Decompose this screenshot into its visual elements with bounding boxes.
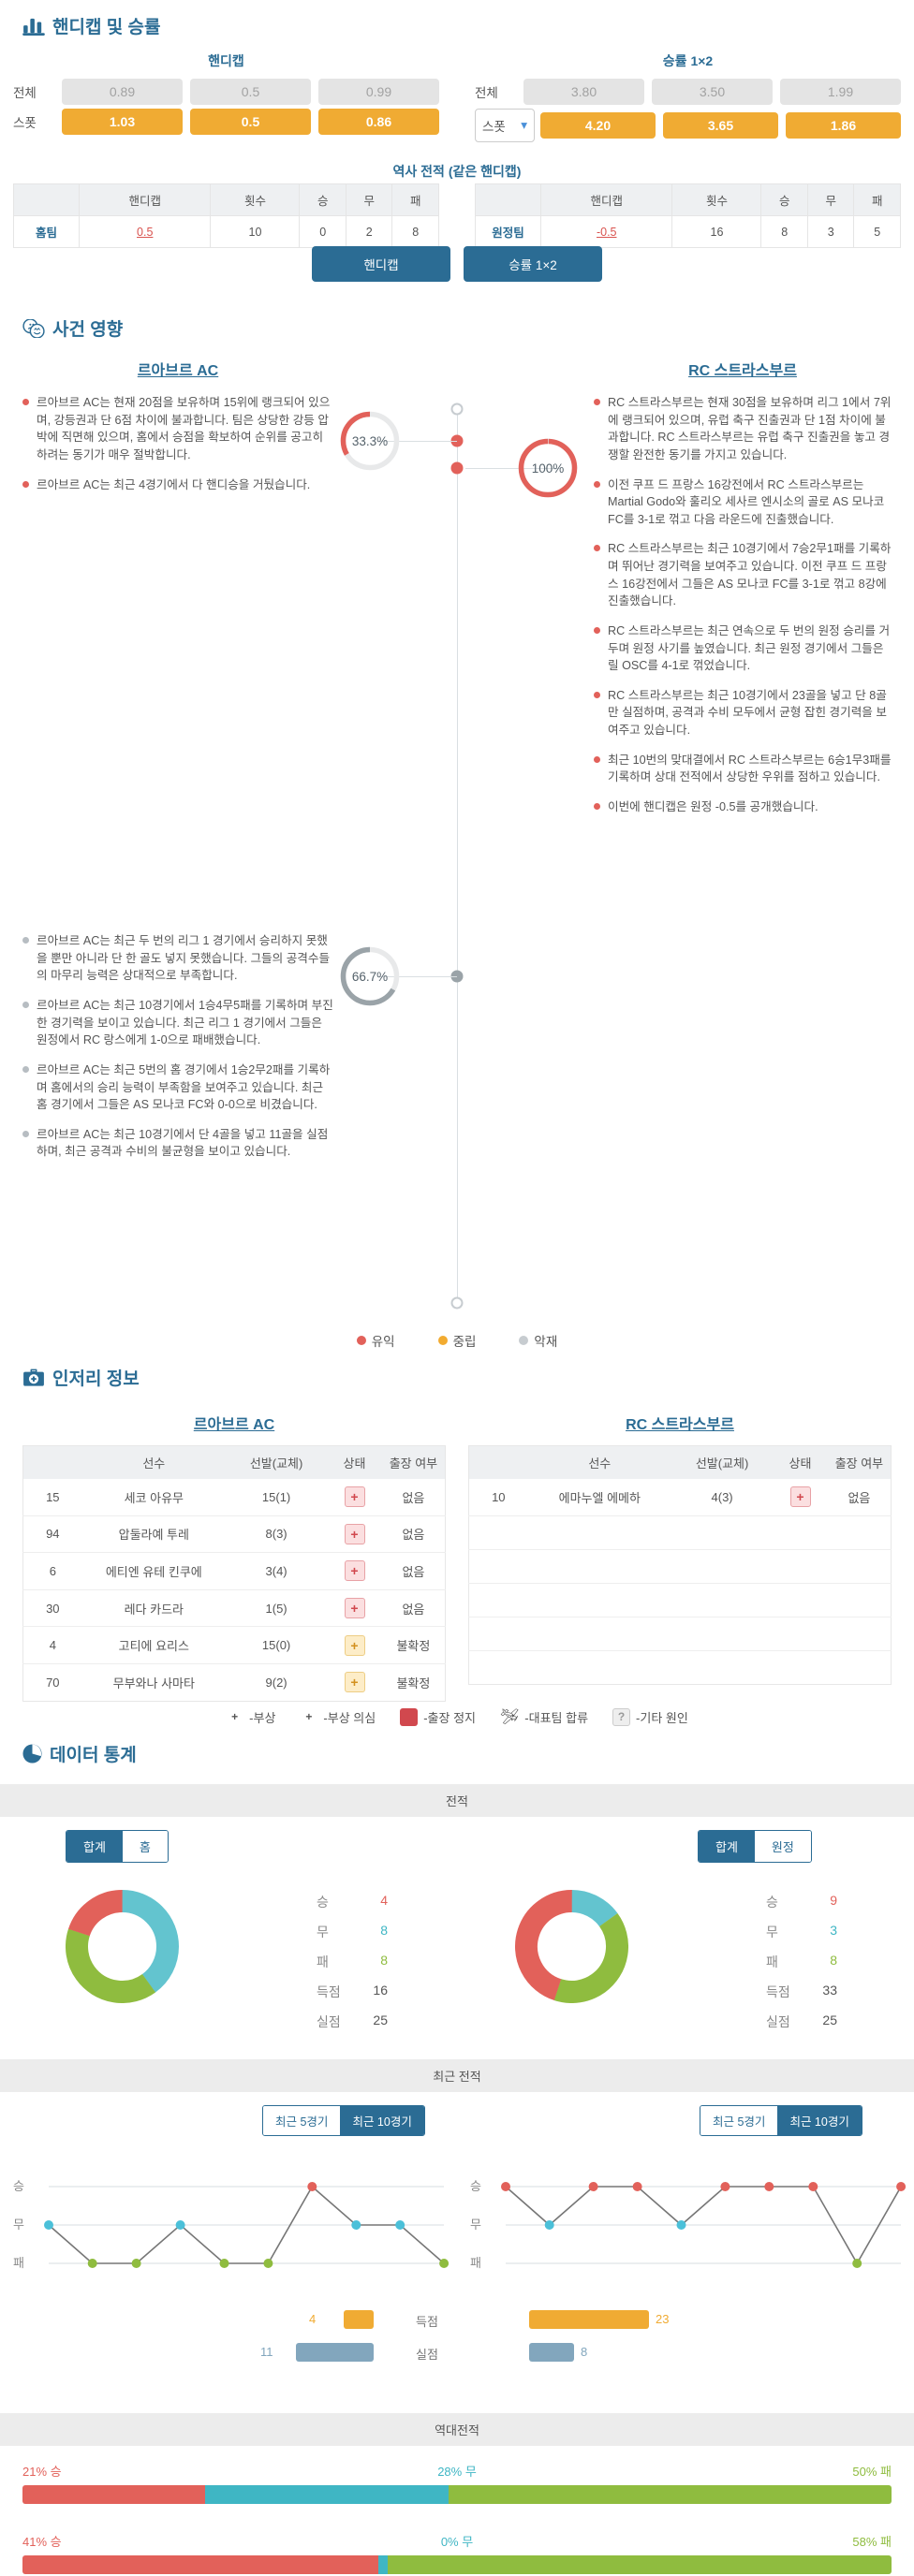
- svg-text:승: 승: [470, 2179, 481, 2193]
- svg-text:패: 패: [470, 2256, 481, 2270]
- svg-text:무: 무: [470, 2217, 481, 2232]
- svg-text:무: 무: [13, 2217, 24, 2232]
- svg-text:패: 패: [13, 2256, 24, 2270]
- svg-text:승: 승: [13, 2179, 24, 2193]
